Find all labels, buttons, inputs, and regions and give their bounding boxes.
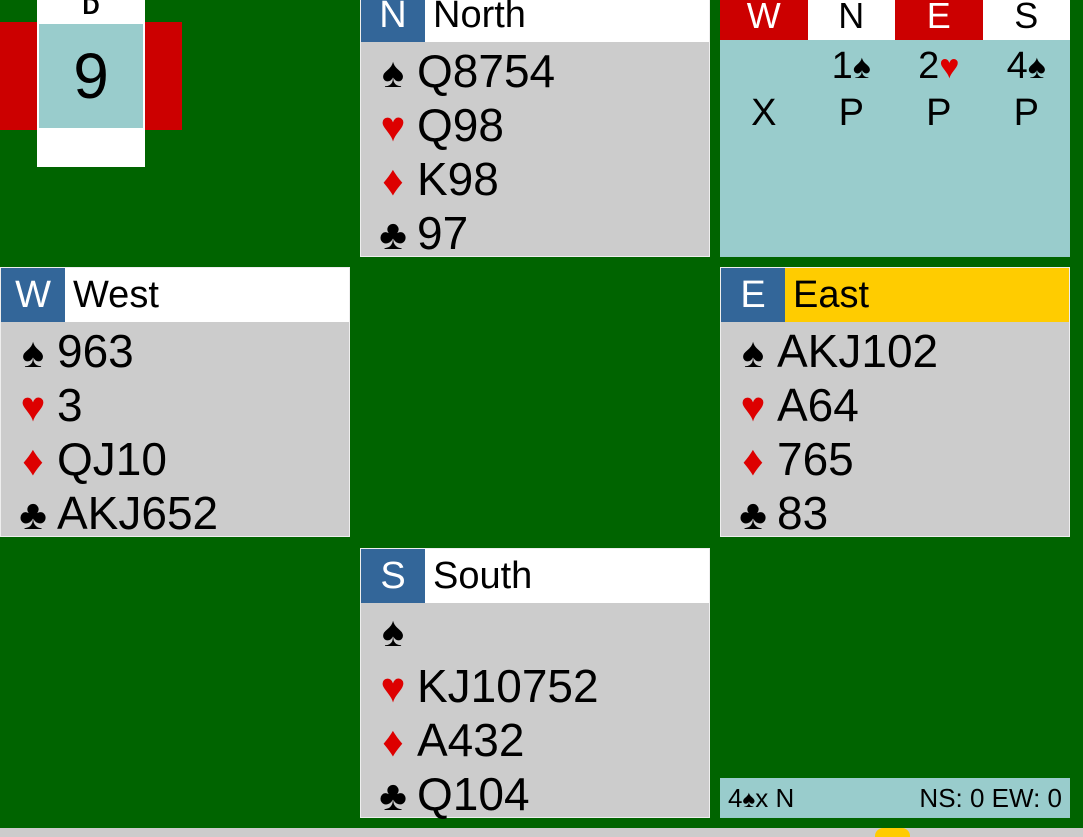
auction-panel [720,0,1070,257]
bid: P [926,92,952,134]
suit-line: ♥ KJ10752 [369,659,599,713]
indicator [875,828,910,837]
suit-symbol: ♥ [740,383,766,430]
suit-line: ♥ A64 [729,378,859,432]
suit-symbol: ♣ [379,211,407,258]
suit-symbol: ♠ [381,608,405,655]
suit-line: ♦ K98 [369,152,499,206]
bid-level: 4 [1006,45,1028,87]
holding: A432 [417,714,525,766]
bid-level: 2 [918,45,940,87]
suit-line: ♣ Q104 [369,767,530,821]
suit-line: ♥ 3 [9,378,83,432]
suit-symbol: ♦ [382,718,404,765]
holding: Q98 [417,99,504,151]
holding: A64 [777,379,859,431]
bid: 1♠ [808,44,896,88]
contract-suffix: x N [755,783,795,813]
suit-symbol: ♦ [382,157,404,204]
suit-symbol: ♠ [741,329,765,376]
suit-symbol: ♠ [742,786,756,813]
suit-symbol: ♠ [381,49,405,96]
suit-symbol: ♥ [380,103,406,150]
suit-symbol: ♠ [21,329,45,376]
contract: 4♠x N [728,783,794,813]
suit-line: ♠ [369,605,417,659]
board-number: 9 [37,22,145,130]
hand-panel: W West ♠ 963 ♥ 3 ♦ QJ10 ♣ AKJ652 [0,267,350,540]
auction-header: W [720,0,808,40]
holding: K98 [417,153,499,205]
contract-level: 4 [728,783,743,813]
score: NS: 0 EW: 0 [919,783,1062,813]
suit-symbol: ♠ [852,48,871,86]
auction-header: S [982,0,1070,40]
holding: 3 [57,379,83,431]
hand-panel: N North ♠ Q8754 ♥ Q98 ♦ K98 ♣ 97 [360,0,710,260]
vul-bar-right [145,22,182,130]
suit-line: ♠ 963 [9,324,134,378]
bid: P [838,92,864,134]
seat-badge: E [721,268,785,322]
holding: AKJ652 [57,487,219,539]
bottom-bar [37,130,145,167]
hand-panel: S South ♠ ♥ KJ10752 ♦ A432 ♣ Q104 [360,548,710,821]
suit-line: ♦ QJ10 [9,432,167,486]
bid: 4♠ [983,44,1071,88]
suit-symbol: ♥ [380,664,406,711]
status-bar: 4♠x N NS: 0 EW: 0 [720,778,1070,818]
suit-line: ♣ 83 [729,486,828,540]
suit-line: ♠ AKJ102 [729,324,938,378]
holding: AKJ102 [777,325,939,377]
suit-symbol: ♣ [379,772,407,819]
bid: 2♥ [895,44,983,88]
holding: 97 [417,207,469,259]
hand-panel: E East ♠ AKJ102 ♥ A64 ♦ 765 ♣ 83 [720,267,1070,540]
player-name: North [425,0,709,42]
dealer-label: D [37,0,145,22]
holding: Q104 [417,768,530,820]
bid: P [1013,92,1039,134]
player-name: West [65,268,349,322]
holding: KJ10752 [417,660,599,712]
holding: 963 [57,325,134,377]
suit-line: ♥ Q98 [369,98,504,152]
bottom-strip [0,828,1083,837]
auction-header: N [807,0,895,40]
suit-symbol: ♣ [739,491,767,538]
suit-symbol: ♦ [742,437,764,484]
vul-bar-left [0,22,37,130]
suit-symbol: ♥ [939,48,960,86]
suit-symbol: ♥ [20,383,46,430]
bid: X [751,92,777,134]
auction-header: E [895,0,983,40]
suit-symbol: ♠ [1027,48,1046,86]
seat-badge: N [361,0,425,42]
suit-symbol: ♣ [19,491,47,538]
holding: 83 [777,487,829,539]
suit-line: ♦ A432 [369,713,524,767]
suit-line: ♠ Q8754 [369,44,555,98]
bid-level: 1 [831,45,853,87]
suit-line: ♦ 765 [729,432,854,486]
player-name: East [785,268,1069,322]
holding: QJ10 [57,433,167,485]
suit-line: ♣ AKJ652 [9,486,218,540]
holding: 765 [777,433,854,485]
suit-line: ♣ 97 [369,206,468,260]
seat-badge: S [361,549,425,603]
seat-badge: W [1,268,65,322]
suit-symbol: ♦ [22,437,44,484]
holding: Q8754 [417,45,556,97]
player-name: South [425,549,709,603]
